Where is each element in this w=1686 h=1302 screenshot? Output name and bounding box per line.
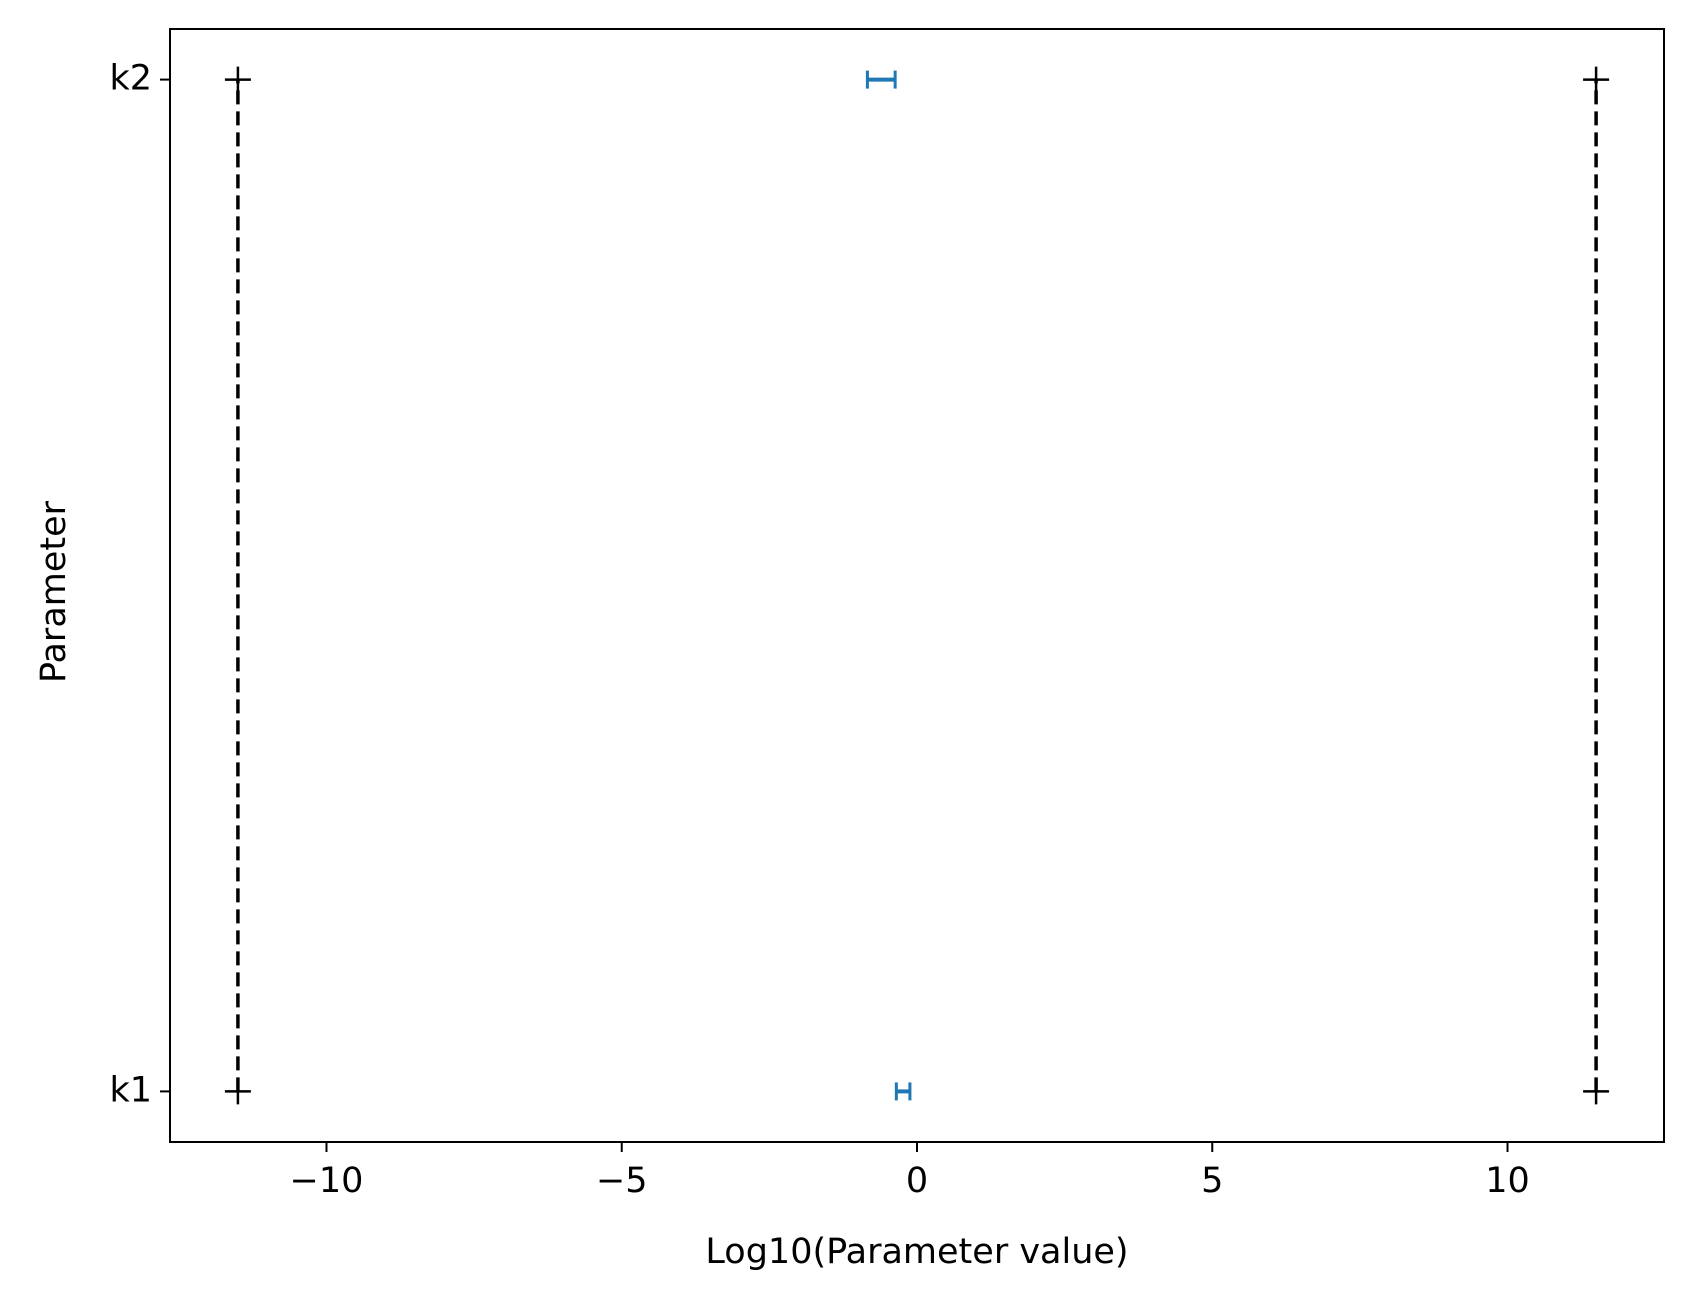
x-tick-label: 5	[1201, 1161, 1223, 1201]
plot-frame	[169, 28, 1665, 1143]
x-tick-label: −10	[290, 1161, 364, 1201]
x-axis-label: Log10(Parameter value)	[705, 1232, 1128, 1272]
bound-marker	[224, 1078, 251, 1105]
bound-marker	[1583, 1078, 1610, 1105]
x-tick-label: 0	[906, 1161, 928, 1201]
bound-marker	[224, 66, 251, 93]
x-tick-label: −5	[596, 1161, 648, 1201]
y-axis-label: Parameter	[34, 500, 74, 683]
y-tick-label: k2	[109, 59, 152, 99]
bound-marker	[1583, 66, 1610, 93]
x-tick-label: 10	[1485, 1161, 1530, 1201]
y-tick-label: k1	[109, 1070, 152, 1110]
